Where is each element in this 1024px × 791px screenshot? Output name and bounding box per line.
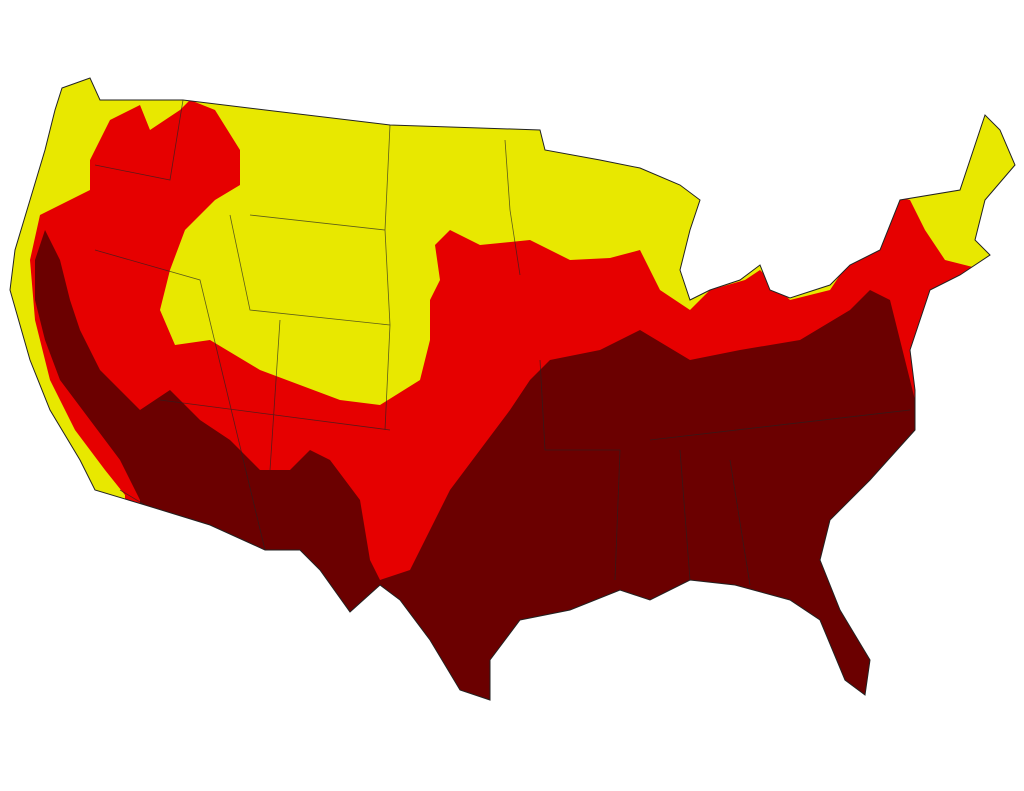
state-borders	[94, 99, 911, 586]
us-outline	[9, 77, 1016, 701]
